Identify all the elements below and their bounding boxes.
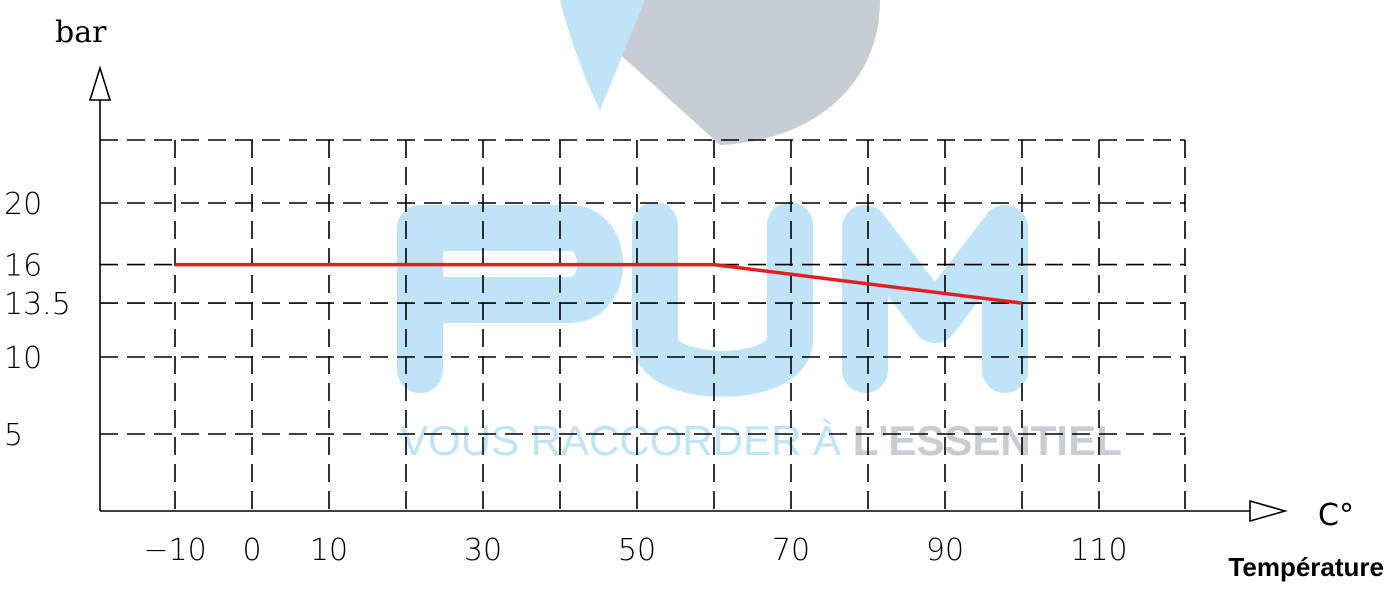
x-tick-label: 0 (242, 533, 261, 568)
axes (88, 65, 1288, 523)
grid (100, 139, 1186, 511)
y-tick-label: 10 (4, 341, 42, 376)
watermark-tagline: VOUS RACCORDER À L'ESSENTIEL (400, 417, 1122, 464)
watermark-gray-shape (560, 0, 880, 145)
y-axis-label: bar (55, 15, 107, 50)
y-axis-arrow (88, 65, 112, 101)
watermark-tagline-light: VOUS RACCORDER À (400, 417, 853, 464)
x-tick-labels: −10 0 10 30 50 70 90 110 (143, 533, 1127, 568)
watermark-logo: VOUS RACCORDER À L'ESSENTIEL (397, 0, 1122, 464)
x-tick-label: −10 (143, 533, 206, 568)
y-tick-label: 16 (4, 249, 42, 284)
x-axis-arrow (1249, 499, 1288, 523)
x-axis-title: Température (1228, 552, 1384, 582)
watermark-letters (397, 202, 1028, 397)
y-tick-labels: 5 10 13.516 20 (4, 187, 71, 453)
x-tick-label: 30 (464, 533, 502, 568)
x-tick-label: 90 (926, 533, 964, 568)
y-tick-label: 5 (4, 418, 23, 453)
x-tick-label: 10 (310, 533, 348, 568)
x-axis-unit: C° (1318, 498, 1354, 533)
series-line (175, 262, 1023, 305)
x-tick-label: 50 (618, 533, 656, 568)
y-tick-label: 20 (4, 187, 42, 222)
x-tick-label: 70 (772, 533, 810, 568)
series (175, 262, 1023, 305)
watermark-blue-shape (560, 0, 645, 110)
x-tick-label: 110 (1070, 533, 1127, 568)
watermark-tagline-bold: L'ESSENTIEL (853, 417, 1122, 464)
y-tick-label: 13.5 (4, 287, 71, 322)
